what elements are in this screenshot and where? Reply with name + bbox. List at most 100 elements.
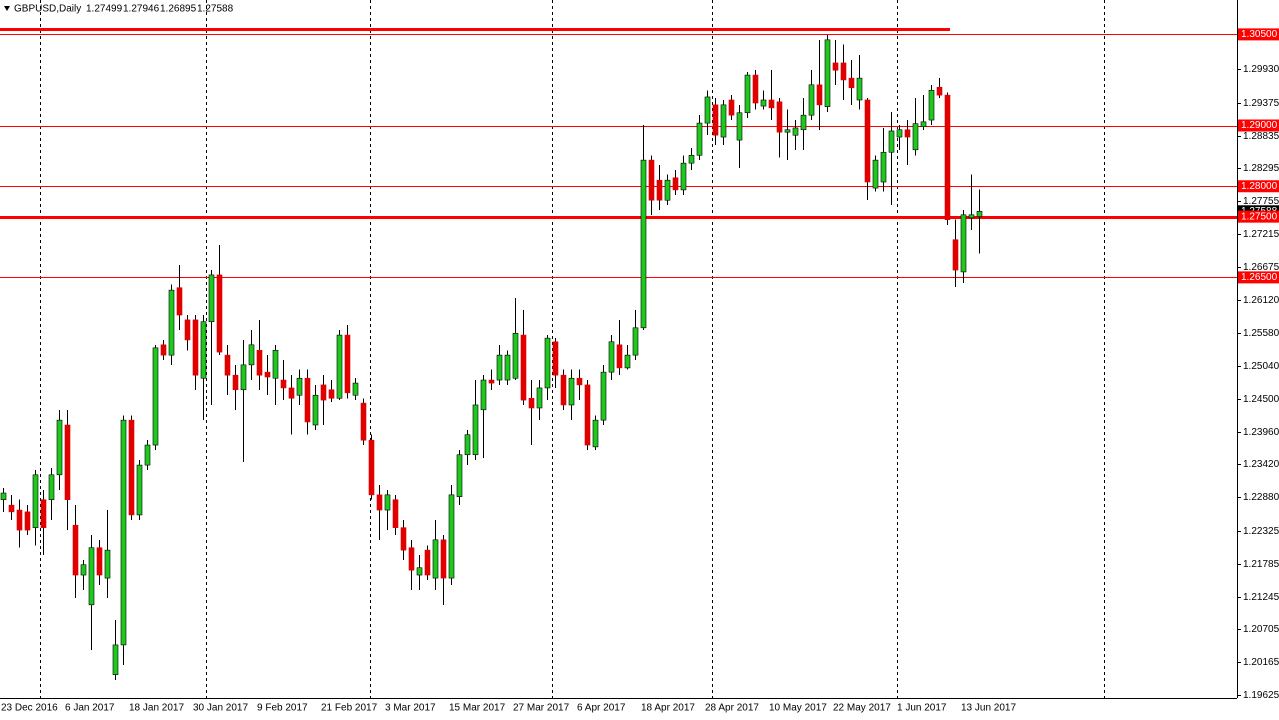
x-tick-label: 30 Jan 2017 <box>193 703 248 714</box>
candle-body <box>736 112 743 141</box>
candle-body <box>248 344 255 366</box>
x-tick-label: 6 Apr 2017 <box>577 703 626 714</box>
candle-body <box>520 334 527 401</box>
candle-body <box>384 494 391 511</box>
candle-body <box>920 121 927 128</box>
candle-body <box>72 524 79 576</box>
symbol-icon <box>4 6 10 11</box>
candle-body <box>600 371 607 421</box>
candle-body <box>488 379 495 384</box>
candle-body <box>624 354 631 369</box>
candle-body <box>0 492 7 501</box>
level-label: 1.29000 <box>1241 120 1278 131</box>
candle-body <box>424 549 431 576</box>
candle-body <box>824 39 831 107</box>
candle-body <box>104 549 111 579</box>
y-tick-label: 1.29930 <box>1243 64 1279 75</box>
candle-body <box>144 444 151 466</box>
candle-body <box>848 77 855 89</box>
x-tick-label: 3 Mar 2017 <box>385 703 436 714</box>
candle-body <box>168 289 175 356</box>
level-label-box <box>1238 180 1279 193</box>
x-tick-label: 18 Apr 2017 <box>641 703 695 714</box>
candle-body <box>936 86 943 96</box>
y-tick-label: 1.26675 <box>1243 262 1279 273</box>
candle-body <box>128 419 135 516</box>
candle-body <box>64 424 71 501</box>
candle-body <box>264 371 271 378</box>
candle-body <box>432 539 439 579</box>
x-tick-label: 13 Jun 2017 <box>961 703 1016 714</box>
candle-body <box>256 349 263 376</box>
candle-body <box>904 129 911 138</box>
candle-body <box>408 547 415 571</box>
chart-title: GBPUSD,Daily <box>14 4 81 15</box>
candle-body <box>328 389 335 399</box>
candle-body <box>360 402 367 441</box>
y-tick-label: 1.21785 <box>1243 559 1279 570</box>
candle-body <box>568 377 575 406</box>
x-tick-label: 23 Dec 2016 <box>1 703 58 714</box>
y-tick-label: 1.21245 <box>1243 592 1279 603</box>
y-tick-label: 1.22325 <box>1243 526 1279 537</box>
candle-body <box>368 439 375 496</box>
y-tick-label: 1.27215 <box>1243 229 1279 240</box>
candle-body <box>288 387 295 399</box>
header-value: 1.26895 <box>160 4 197 15</box>
candle-body <box>784 129 791 133</box>
candle-body <box>544 337 551 389</box>
candle-body <box>856 77 863 101</box>
candle-body <box>816 84 823 106</box>
candle-body <box>896 129 903 138</box>
candle-body <box>472 404 479 456</box>
candle-body <box>872 159 879 189</box>
y-tick-label: 1.28295 <box>1243 163 1279 174</box>
candle-body <box>576 377 583 386</box>
candle-body <box>808 84 815 116</box>
level-label-box <box>1238 271 1279 284</box>
candle-body <box>448 494 455 579</box>
candle-body <box>136 464 143 516</box>
candle-body <box>840 62 847 81</box>
candle-body <box>952 239 959 271</box>
candle-body <box>968 214 975 219</box>
candle-body <box>344 334 351 394</box>
x-tick-label: 15 Mar 2017 <box>449 703 506 714</box>
candle-body <box>640 159 647 329</box>
x-tick-label: 28 Apr 2017 <box>705 703 759 714</box>
y-tick-label: 1.27755 <box>1243 196 1279 207</box>
candle-body <box>536 387 543 409</box>
candle-body <box>560 374 567 406</box>
candle-body <box>680 162 687 191</box>
candle-body <box>512 332 519 379</box>
candle-body <box>744 74 751 114</box>
candle-body <box>16 509 23 531</box>
candle-body <box>400 527 407 551</box>
candle-body <box>120 419 127 646</box>
candle-body <box>240 364 247 391</box>
candle-body <box>584 384 591 446</box>
header-value: 1.27499 <box>86 4 123 15</box>
month-separators <box>40 0 1105 698</box>
candle-body <box>776 101 783 133</box>
x-tick-label: 9 Feb 2017 <box>257 703 308 714</box>
candle-body <box>480 379 487 411</box>
candle-body <box>656 179 663 201</box>
candle-body <box>440 539 447 579</box>
y-tick-label: 1.28835 <box>1243 131 1279 142</box>
candle-body <box>48 474 55 501</box>
candle-body <box>296 377 303 396</box>
candle-body <box>912 123 919 151</box>
candle-body <box>416 567 423 576</box>
candle-body <box>616 344 623 369</box>
level-label: 1.26500 <box>1241 272 1278 283</box>
candle-body <box>632 327 639 356</box>
candle-body <box>304 377 311 423</box>
y-tick-label: 1.19625 <box>1243 690 1279 701</box>
candle-body <box>392 499 399 528</box>
x-tick-label: 22 May 2017 <box>833 703 891 714</box>
candle-body <box>760 99 767 107</box>
candle-body <box>272 349 279 379</box>
candle-body <box>184 319 191 341</box>
